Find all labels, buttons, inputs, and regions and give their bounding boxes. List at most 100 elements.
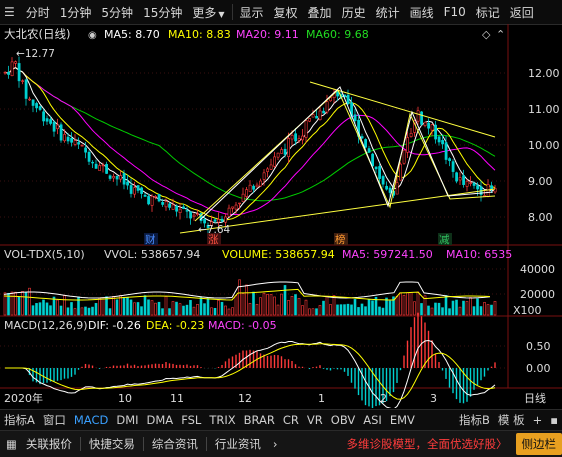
- volume-bar: [130, 300, 132, 315]
- price-tick: 8.00: [528, 211, 553, 224]
- event-marker-cai[interactable]: 财: [145, 233, 156, 246]
- tab-obv[interactable]: OBV: [327, 413, 359, 427]
- candle-body: [85, 148, 87, 152]
- candle-body: [78, 142, 80, 144]
- promo-link[interactable]: 多维诊股模型，全面优选好股〉: [343, 436, 512, 452]
- volume-bar: [204, 304, 206, 315]
- menu-icon[interactable]: ☰: [0, 5, 21, 19]
- volume-bar: [11, 292, 13, 315]
- price-tick: 11.00: [528, 103, 560, 116]
- tab-cr[interactable]: CR: [279, 413, 303, 427]
- candle-body: [326, 102, 328, 112]
- candle-body: [172, 205, 174, 210]
- quick-trade-button[interactable]: 快捷交易: [83, 436, 141, 452]
- action-stats[interactable]: 统计: [371, 4, 405, 21]
- tab-emv[interactable]: EMV: [386, 413, 419, 427]
- period-5min[interactable]: 5分钟: [96, 4, 138, 21]
- collapse-icon[interactable]: ◇: [482, 28, 491, 41]
- volume-bar: [463, 301, 465, 315]
- period-15min[interactable]: 15分钟: [138, 4, 187, 21]
- tab-indicator-b[interactable]: 指标B: [455, 412, 494, 428]
- volume-bar: [431, 308, 433, 315]
- grid-icon[interactable]: ▦: [0, 437, 20, 451]
- volume-bar: [326, 297, 328, 315]
- tab-dma[interactable]: DMA: [143, 413, 178, 427]
- period-more-label: 更多: [192, 6, 216, 20]
- volume-bar: [162, 309, 164, 315]
- event-marker-jian[interactable]: 减: [439, 234, 450, 246]
- candle-body: [81, 145, 83, 146]
- tab-indicator-a[interactable]: 指标A: [0, 412, 39, 428]
- candle-body: [431, 125, 433, 130]
- close-icon[interactable]: ⌃: [496, 28, 505, 41]
- tab-fsl[interactable]: FSL: [177, 413, 205, 427]
- candle-body: [463, 176, 465, 185]
- action-display[interactable]: 显示: [235, 4, 269, 21]
- volume-bar: [249, 303, 251, 315]
- action-fuquan[interactable]: 复权: [269, 4, 303, 21]
- action-history[interactable]: 历史: [337, 4, 371, 21]
- volume-bar: [46, 303, 48, 315]
- industry-news-button[interactable]: 行业资讯: [209, 436, 267, 452]
- volume-bar: [141, 307, 143, 315]
- more-icon[interactable]: ▪: [546, 413, 562, 427]
- related-quotes-button[interactable]: 关联报价: [20, 436, 78, 452]
- volume-bar: [36, 303, 38, 315]
- sidebar-button[interactable]: 侧边栏: [516, 433, 562, 455]
- volume-bar: [477, 299, 479, 315]
- divider: [206, 437, 207, 451]
- volume-bar: [197, 304, 199, 315]
- tab-window[interactable]: 窗口: [39, 412, 70, 428]
- kline-chart[interactable]: 大北农(日线) ◉ MA5: 8.70 MA10: 8.83 MA20: 9.1…: [0, 24, 562, 408]
- period-1min[interactable]: 1分钟: [55, 4, 97, 21]
- volume-bar: [228, 309, 230, 315]
- action-draw[interactable]: 画线: [405, 4, 439, 21]
- volume-bar: [64, 296, 66, 315]
- volume-bar: [218, 300, 220, 315]
- candle-body: [130, 185, 132, 193]
- settings-icon[interactable]: ◉: [88, 30, 97, 41]
- candle-body: [281, 150, 283, 154]
- volume-bar: [480, 307, 482, 315]
- tab-dmi[interactable]: DMI: [112, 413, 142, 427]
- candle-body: [141, 188, 143, 194]
- general-news-button[interactable]: 综合资讯: [146, 436, 204, 452]
- volume-bar: [263, 293, 265, 315]
- action-back[interactable]: 返回: [505, 4, 539, 21]
- candle-body: [53, 122, 55, 131]
- volume-bar: [211, 308, 213, 315]
- volume-bar: [200, 297, 202, 315]
- action-f10[interactable]: F10: [439, 5, 471, 19]
- period-fenshi[interactable]: 分时: [21, 4, 55, 21]
- volume-bar: [298, 298, 300, 315]
- event-marker-bang[interactable]: 榜: [335, 233, 346, 246]
- volume-bar: [421, 303, 423, 315]
- volume-bar: [470, 297, 472, 315]
- period-button-daily[interactable]: 日线: [524, 391, 546, 405]
- candle-body: [305, 121, 307, 138]
- event-marker-zhang[interactable]: 涨: [208, 234, 219, 246]
- action-mark[interactable]: 标记: [471, 4, 505, 21]
- action-overlay[interactable]: 叠加: [303, 4, 337, 21]
- candle-body: [113, 176, 115, 178]
- tab-macd[interactable]: MACD: [70, 413, 112, 427]
- candle-body: [29, 99, 31, 100]
- candle-body: [470, 183, 472, 184]
- tab-trix[interactable]: TRIX: [205, 413, 239, 427]
- volume-bar: [277, 305, 279, 315]
- tab-template[interactable]: 模 板: [494, 412, 529, 428]
- tab-vr[interactable]: VR: [303, 413, 327, 427]
- period-more[interactable]: 更多▼: [187, 4, 229, 21]
- candle-body: [456, 173, 458, 181]
- volume-bar: [435, 303, 437, 315]
- candle-body: [36, 103, 38, 107]
- tab-brar[interactable]: BRAR: [240, 413, 279, 427]
- tab-asi[interactable]: ASI: [359, 413, 386, 427]
- candle-body: [225, 217, 227, 222]
- candle-body: [239, 203, 241, 204]
- chevron-right-icon[interactable]: ›: [267, 437, 284, 451]
- volume-bar: [333, 295, 335, 315]
- volume-bar: [18, 297, 20, 315]
- candle-body: [64, 134, 66, 140]
- add-icon[interactable]: +: [529, 413, 547, 427]
